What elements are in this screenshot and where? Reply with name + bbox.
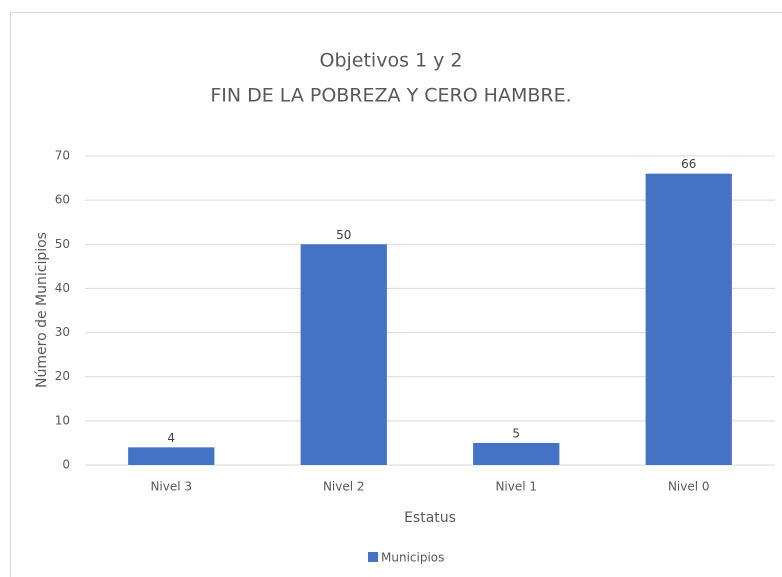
bar <box>128 447 215 465</box>
x-tick-label: Nivel 0 <box>668 480 710 494</box>
data-label: 66 <box>681 157 696 171</box>
data-label: 50 <box>336 228 351 242</box>
bar <box>473 442 560 465</box>
y-axis-title: Número de Municipios <box>34 232 50 388</box>
x-axis-title: Estatus <box>404 510 456 526</box>
legend-swatch <box>368 552 378 562</box>
y-tick-label: 30 <box>55 325 70 339</box>
y-tick-label: 20 <box>55 369 70 383</box>
y-tick-label: 40 <box>55 281 70 295</box>
x-tick-label: Nivel 3 <box>150 480 192 494</box>
bar <box>645 173 732 465</box>
legend-label: Municipios <box>381 551 444 565</box>
y-tick-label: 70 <box>55 149 70 163</box>
x-tick-label: Nivel 1 <box>495 480 537 494</box>
y-tick-label: 50 <box>55 237 70 251</box>
data-label: 4 <box>167 431 175 445</box>
y-tick-label: 0 <box>62 458 70 472</box>
chart-title: Objetivos 1 y 2 <box>319 50 462 72</box>
x-tick-label: Nivel 2 <box>323 480 365 494</box>
y-tick-label: 60 <box>55 193 70 207</box>
data-label: 5 <box>512 426 520 440</box>
y-tick-label: 10 <box>55 413 70 427</box>
chart-subtitle: FIN DE LA POBREZA Y CERO HAMBRE. <box>210 85 571 107</box>
bar <box>300 244 387 465</box>
